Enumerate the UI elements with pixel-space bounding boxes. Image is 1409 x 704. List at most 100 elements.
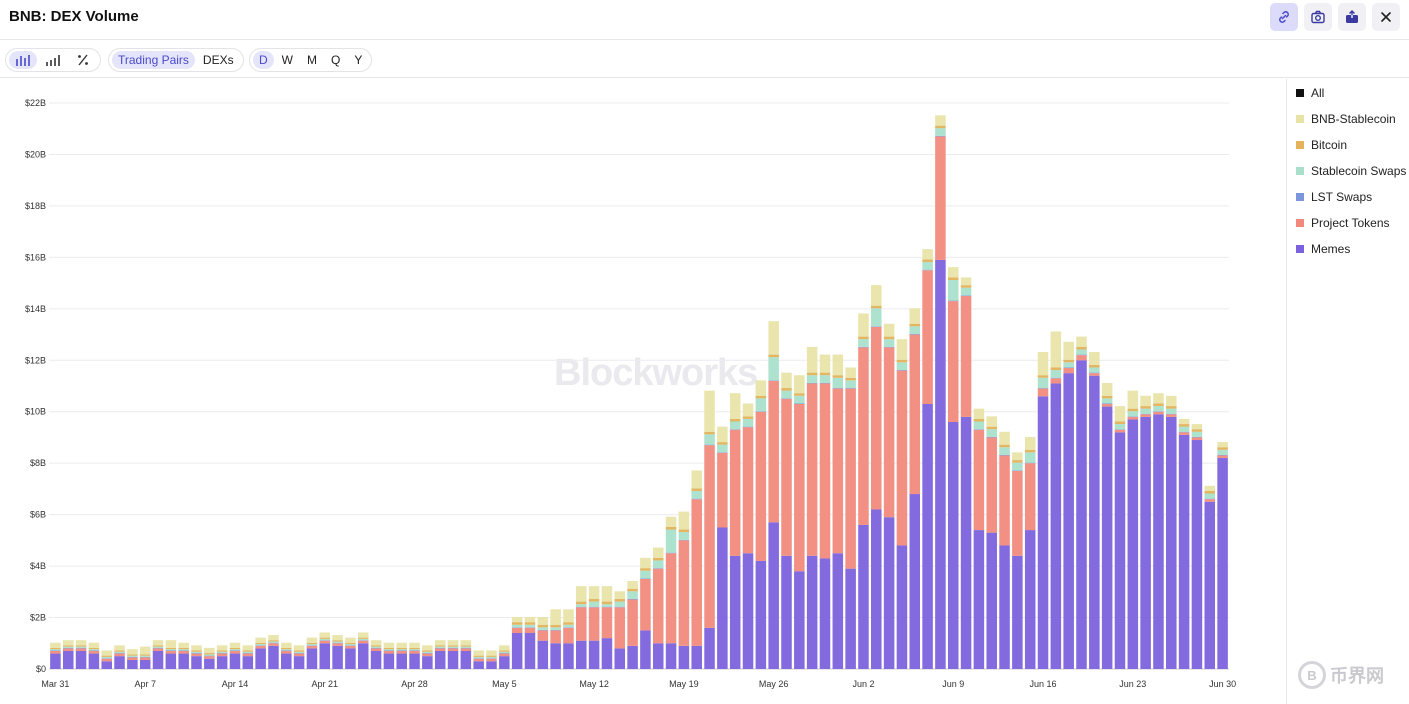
bar-segment (627, 588, 638, 592)
bar-segment (152, 648, 164, 651)
bar-segment (1114, 421, 1126, 425)
bar-segment (319, 640, 331, 641)
bar-segment (973, 421, 985, 430)
bar-segment (1217, 454, 1228, 456)
bar-segment (858, 346, 869, 348)
bar-segment (306, 644, 318, 646)
bar-segment (75, 650, 87, 669)
legend-item-memes[interactable]: Memes (1296, 240, 1350, 258)
interval-quarter[interactable]: Q (331, 53, 341, 67)
screenshot-button[interactable] (1304, 3, 1332, 31)
bar-segment (614, 591, 626, 600)
bar-segment (139, 657, 151, 660)
close-button[interactable] (1372, 3, 1400, 31)
histogram-button[interactable] (39, 51, 67, 69)
bar-segment (242, 653, 254, 657)
x-tick-label: May 19 (669, 679, 699, 689)
bar-segment (114, 651, 125, 654)
bar-segment (345, 645, 356, 649)
y-tick-label: $10B (25, 407, 46, 417)
bar-segment (883, 347, 895, 518)
bar-segment (139, 654, 151, 656)
bar-segment (960, 295, 972, 417)
bar-segment (1114, 429, 1126, 433)
tab-dexs[interactable]: DEXs (202, 53, 234, 67)
bar-segment (1024, 449, 1036, 453)
bar-segment (191, 653, 202, 657)
bar-segment (922, 269, 933, 271)
legend-item-bitcoin[interactable]: Bitcoin (1296, 136, 1347, 154)
bar-segment (781, 398, 792, 556)
bar-segment (511, 627, 523, 633)
legend-item-stablecoin-swaps[interactable]: Stablecoin Swaps (1296, 162, 1406, 180)
legend-item-project-tokens[interactable]: Project Tokens (1296, 214, 1390, 232)
interval-year[interactable]: Y (354, 53, 363, 67)
percent-button[interactable] (69, 51, 97, 69)
bar-segment (1127, 416, 1139, 417)
bar-segment (242, 656, 254, 669)
bar-segment (1063, 367, 1074, 374)
bar-segment (178, 649, 189, 651)
bar-segment (947, 301, 959, 423)
bar-segment (1050, 370, 1062, 378)
interval-day[interactable]: D (253, 51, 274, 69)
bar-segment (460, 640, 472, 646)
legend-item-lst-swaps[interactable]: LST Swaps (1296, 188, 1372, 206)
legend-item-bnb-stablecoin[interactable]: BNB-Stablecoin (1296, 110, 1396, 128)
bar-segment (1101, 404, 1113, 407)
legend-item-all[interactable]: All (1296, 84, 1324, 102)
interval-week[interactable]: W (281, 53, 293, 67)
bar-segment (75, 646, 87, 648)
legend-label: Stablecoin Swaps (1311, 164, 1407, 178)
bar-segment (627, 591, 638, 600)
bar-segment (319, 632, 331, 638)
bar-segment (1178, 432, 1190, 435)
bar-segment (281, 650, 292, 654)
bar-segment (1153, 411, 1164, 415)
bar-segment (62, 640, 74, 646)
x-tick-label: Apr 28 (401, 679, 428, 689)
bar-segment (576, 604, 587, 607)
tab-trading-pairs[interactable]: Trading Pairs (112, 51, 195, 69)
bar-segment (152, 640, 164, 646)
legend-label: Bitcoin (1311, 138, 1348, 152)
bar-segment (858, 524, 869, 669)
bar-segment (1024, 436, 1036, 450)
bar-segment (1191, 440, 1203, 669)
bar-segment (1063, 367, 1074, 368)
bar-segment (1127, 390, 1139, 409)
bar-segment (537, 617, 549, 625)
bar-segment (704, 390, 715, 432)
bar-segment (896, 362, 908, 371)
bar-segment (524, 627, 536, 633)
bar-segment (473, 650, 484, 656)
bar-segment (999, 454, 1010, 456)
bar-segment (550, 629, 561, 631)
bar-segment (781, 372, 792, 389)
bar-segment (50, 653, 61, 669)
bar-segment (370, 640, 382, 646)
bar-segment (794, 393, 805, 396)
bar-segment (1050, 378, 1062, 384)
bar-segment (1140, 413, 1151, 415)
coin-logo-icon: B (1298, 661, 1326, 689)
bar-segment (268, 643, 279, 646)
bar-segment (204, 647, 215, 654)
bar-segment (88, 653, 100, 669)
bar-segment (935, 135, 946, 137)
bar-segment (691, 488, 702, 491)
bar-segment (409, 649, 420, 651)
bar-segment (1114, 406, 1126, 422)
bar-segment (293, 656, 305, 669)
bar-chart-button[interactable] (9, 51, 37, 69)
bar-segment (1140, 416, 1151, 669)
bar-segment (1037, 375, 1049, 378)
bar-segment (819, 558, 831, 669)
link-button[interactable] (1270, 3, 1298, 31)
export-button[interactable] (1338, 3, 1366, 31)
bar-segment (1050, 331, 1062, 368)
header-bar: BNB: DEX Volume (0, 0, 1409, 40)
bar-segment (922, 261, 933, 270)
interval-month[interactable]: M (307, 53, 317, 67)
bar-segment (50, 650, 61, 651)
